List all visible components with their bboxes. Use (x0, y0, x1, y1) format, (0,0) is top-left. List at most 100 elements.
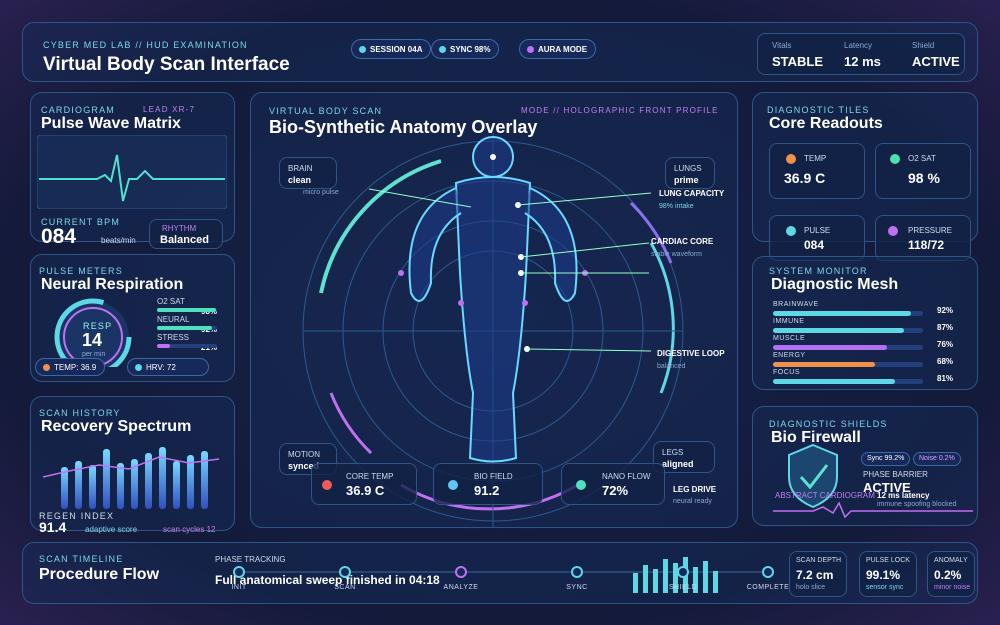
tile-dot (786, 154, 796, 164)
callout-label: DIGESTIVE LOOP (657, 349, 725, 358)
tile-value: 36.9 C (784, 170, 826, 186)
pill-text: AURA MODE (538, 45, 588, 54)
callout-box: MOTION synced (279, 443, 337, 475)
meter-track (157, 344, 217, 348)
history-bar (159, 447, 166, 509)
tile-dot (888, 226, 898, 236)
panel-title: Bio Firewall (771, 429, 861, 446)
circle-shape (522, 300, 528, 306)
callout-box: LUNGS prime (665, 157, 715, 189)
mesh-panel: SYSTEM MONITOR Diagnostic Mesh BRAINWAVE… (752, 256, 978, 390)
history-bar (187, 455, 194, 509)
callout-label: BRAIN (288, 164, 313, 173)
step-label: COMPLETE (746, 584, 790, 591)
tile-value: 91.2 (474, 483, 500, 498)
line-shape (520, 242, 650, 258)
panel-title: Neural Respiration (41, 276, 184, 293)
chip-text: HRV: 72 (146, 363, 176, 372)
stat-value: 12 ms (844, 54, 881, 69)
panel-title: Recovery Spectrum (41, 418, 192, 435)
panel-kicker: CARDIOGRAM (41, 105, 116, 115)
readout-tile: PRESSURE 118/72 (875, 215, 971, 261)
panel-kicker: SYSTEM MONITOR (769, 266, 868, 276)
panel-kicker: SCAN TIMELINE (39, 554, 124, 564)
stat-tile: ANOMALY 0.2% minor noise (927, 551, 975, 597)
bpm-unit: beats/min (101, 236, 136, 245)
pulse-meters-panel: PULSE METERS Neural Respiration RESP 14 … (30, 254, 235, 382)
callout-value: aligned (662, 459, 694, 469)
arc (329, 392, 373, 455)
shield-icon (788, 443, 838, 509)
mesh-value: 92% (937, 306, 954, 315)
arc (319, 159, 442, 294)
step-node[interactable] (677, 566, 689, 578)
stat-value: 7.2 cm (796, 568, 834, 582)
rect-shape (663, 559, 668, 593)
rect-shape (673, 563, 678, 593)
stat-label: Latency (844, 41, 873, 50)
history-bar (145, 453, 152, 509)
pill[interactable]: AURA MODE (519, 39, 597, 59)
tile-label: O2 SAT (908, 154, 936, 163)
history-bar (61, 467, 68, 509)
tile-label: CORE TEMP (346, 472, 394, 481)
chip-dot (135, 364, 142, 371)
header-title: Virtual Body Scan Interface (43, 54, 290, 75)
pill[interactable]: SESSION 04A (351, 39, 432, 59)
arc (629, 201, 673, 264)
mesh-value: 87% (937, 323, 954, 332)
mesh-label: MUSCLE (773, 335, 806, 342)
cardiogram-panel: CARDIOGRAM LEAD XR-7 Pulse Wave Matrix C… (30, 92, 235, 249)
tile-label: PULSE (804, 226, 831, 235)
mesh-label: BRAINWAVE (773, 301, 819, 308)
rect-shape (633, 573, 638, 593)
mesh-bar (773, 345, 887, 350)
mesh-label: ENERGY (773, 352, 806, 359)
cycles: scan cycles 12 (163, 525, 216, 534)
timeline-panel: SCAN TIMELINE Procedure Flow PHASE TRACK… (22, 542, 978, 604)
pill-text: SYNC 98% (450, 45, 491, 54)
chip: HRV: 72 (127, 358, 209, 376)
latency: 12 ms latency (877, 491, 930, 500)
callout-note: stable waveform (651, 251, 702, 258)
callout-box: BRAIN clean (279, 157, 337, 189)
panel-title: Pulse Wave Matrix (41, 115, 181, 132)
step-node[interactable] (233, 566, 245, 578)
gauge-label: RESP (83, 321, 113, 331)
shield-note: immune spoofing blocked (877, 501, 957, 508)
circle-shape (398, 270, 404, 276)
callout-note: 98% intake (659, 203, 694, 210)
callout-note: neural ready (673, 498, 712, 505)
line-shape (526, 348, 652, 352)
rhythm-value: Balanced (160, 234, 209, 246)
panel-title: Bio-Synthetic Anatomy Overlay (269, 117, 538, 137)
tile-label: BIO FIELD (474, 472, 513, 481)
tile-dot (322, 480, 332, 490)
history-bar (117, 463, 124, 509)
cardio-wave (37, 135, 227, 209)
pill[interactable]: SYNC 98% (431, 39, 500, 59)
path-shape (799, 464, 829, 490)
step-node[interactable] (455, 566, 467, 578)
mesh-label: IMMUNE (773, 318, 805, 325)
step-node[interactable] (339, 566, 351, 578)
polyline-shape (773, 501, 973, 519)
panel-kicker: SCAN HISTORY (39, 408, 121, 418)
resp-gauge (54, 298, 132, 367)
left-arm (408, 187, 462, 302)
mesh-label: FOCUS (773, 369, 800, 376)
line-shape (517, 192, 652, 206)
scan-history-panel: SCAN HISTORY Recovery Spectrum REGEN IND… (30, 396, 235, 535)
meter-label: STRESS (157, 333, 190, 342)
step-node[interactable] (762, 566, 774, 578)
tile-label: PRESSURE (908, 226, 953, 235)
stat-tile: PULSE LOCK 99.1% sensor sync (859, 551, 917, 597)
step-node[interactable] (571, 566, 583, 578)
line-shape (368, 188, 472, 208)
stat-label: Vitals (772, 41, 792, 50)
torso (454, 176, 532, 463)
body-hologram (302, 133, 684, 527)
body (408, 136, 578, 463)
header-kicker: CYBER MED LAB // HUD EXAMINATION (43, 40, 248, 50)
phase-label: PHASE BARRIER (863, 470, 928, 479)
